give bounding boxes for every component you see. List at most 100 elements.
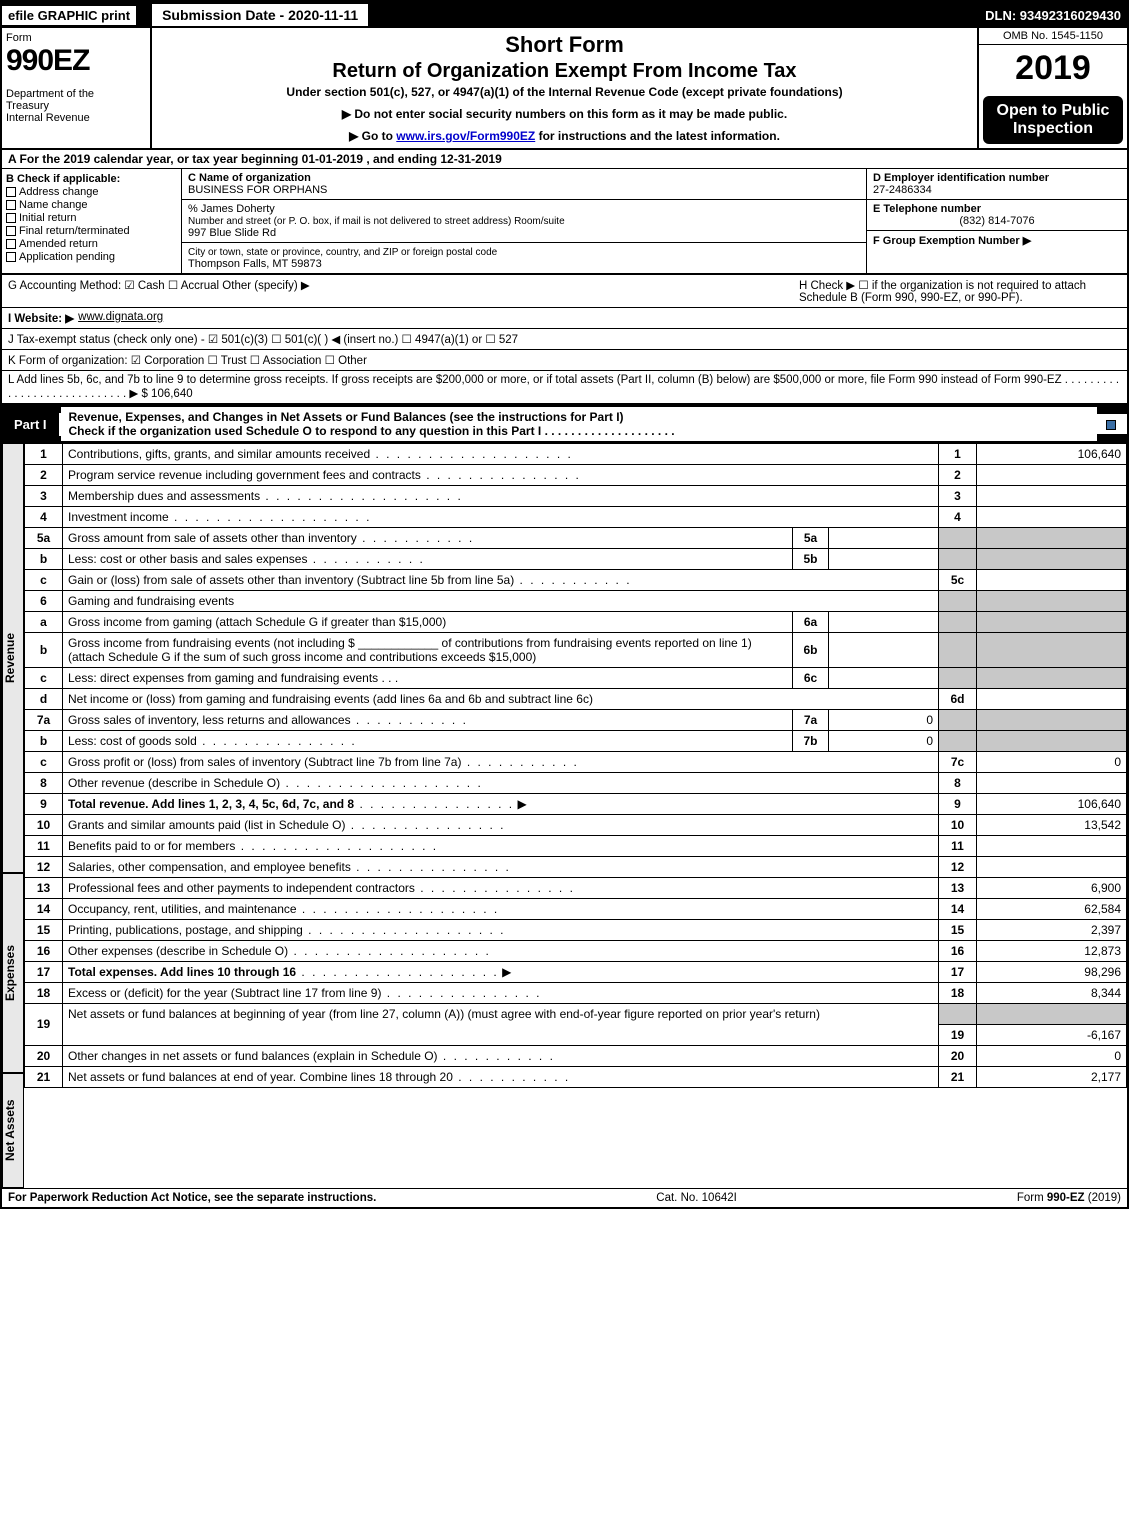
line-14: 14 Occupancy, rent, utilities, and maint…: [25, 899, 1127, 920]
part1-table: 1 Contributions, gifts, grants, and simi…: [24, 443, 1127, 1088]
amt-17: 98,296: [977, 962, 1127, 983]
row-g-h: G Accounting Method: ☑ Cash ☐ Accrual Ot…: [2, 275, 1127, 308]
b-label: B Check if applicable:: [6, 173, 120, 185]
line-19: 19 Net assets or fund balances at beginn…: [25, 1004, 1127, 1025]
goto-post: for instructions and the latest informat…: [535, 129, 780, 143]
line-5a: 5a Gross amount from sale of assets othe…: [25, 528, 1127, 549]
subamt-7a: 0: [829, 710, 939, 731]
org-name: BUSINESS FOR ORPHANS: [188, 184, 327, 196]
street-address: 997 Blue Slide Rd: [188, 227, 276, 239]
topbar: efile GRAPHIC print Submission Date - 20…: [2, 2, 1127, 28]
h-schedule-b: H Check ▶ ☐ if the organization is not r…: [791, 278, 1121, 304]
line-3: 3 Membership dues and assessments 3: [25, 486, 1127, 507]
dept-line1: Department of the: [6, 88, 146, 100]
part1-title: Revenue, Expenses, and Changes in Net As…: [61, 407, 1097, 441]
directive-goto: ▶ Go to www.irs.gov/Form990EZ for instru…: [156, 129, 973, 143]
line-13: 13 Professional fees and other payments …: [25, 878, 1127, 899]
i-label: I Website: ▶: [8, 311, 74, 325]
d-ein-row: D Employer identification number 27-2486…: [867, 169, 1127, 200]
amt-19: -6,167: [977, 1024, 1127, 1045]
amt-10: 13,542: [977, 815, 1127, 836]
k-form-org: K Form of organization: ☑ Corporation ☐ …: [8, 353, 367, 367]
row-i: I Website: ▶ www.dignata.org: [2, 308, 1127, 329]
form-number: 990EZ: [6, 44, 146, 78]
d-label: D Employer identification number: [873, 172, 1049, 184]
line-8: 8 Other revenue (describe in Schedule O)…: [25, 773, 1127, 794]
chk-name-change[interactable]: Name change: [6, 199, 177, 211]
chk-final-return[interactable]: Final return/terminated: [6, 225, 177, 237]
amt-15: 2,397: [977, 920, 1127, 941]
row-l: L Add lines 5b, 6c, and 7b to line 9 to …: [2, 371, 1127, 405]
amt-16: 12,873: [977, 941, 1127, 962]
amt-4: [977, 507, 1127, 528]
amt-14: 62,584: [977, 899, 1127, 920]
title-center: Short Form Return of Organization Exempt…: [152, 28, 977, 148]
directive-ssn: ▶ Do not enter social security numbers o…: [156, 107, 973, 121]
footer-center: Cat. No. 10642I: [656, 1192, 737, 1204]
goto-pre: ▶ Go to: [349, 129, 396, 143]
tax-year: 2019: [979, 45, 1127, 92]
line-11: 11 Benefits paid to or for members 11: [25, 836, 1127, 857]
amt-11: [977, 836, 1127, 857]
phone-value: (832) 814-7076: [873, 215, 1121, 227]
amt-7c: 0: [977, 752, 1127, 773]
footer: For Paperwork Reduction Act Notice, see …: [2, 1188, 1127, 1207]
subamt-6b: [829, 633, 939, 668]
footer-left: For Paperwork Reduction Act Notice, see …: [8, 1192, 376, 1204]
line-6c: c Less: direct expenses from gaming and …: [25, 668, 1127, 689]
amt-6d: [977, 689, 1127, 710]
line-4: 4 Investment income 4: [25, 507, 1127, 528]
col-c: C Name of organization BUSINESS FOR ORPH…: [182, 169, 867, 273]
omb-number: OMB No. 1545-1150: [979, 28, 1127, 45]
careof: % James Doherty: [188, 203, 275, 215]
table-col: 1 Contributions, gifts, grants, and simi…: [24, 443, 1127, 1188]
chk-initial-return[interactable]: Initial return: [6, 212, 177, 224]
efile-label: efile GRAPHIC print: [2, 6, 136, 25]
title-left: Form 990EZ Department of the Treasury In…: [2, 28, 152, 148]
subamt-6a: [829, 612, 939, 633]
line-a-period: A For the 2019 calendar year, or tax yea…: [2, 150, 1127, 169]
line-5b: b Less: cost or other basis and sales ex…: [25, 549, 1127, 570]
side-labels: Revenue Expenses Net Assets: [2, 443, 24, 1188]
form-990ez-page: efile GRAPHIC print Submission Date - 20…: [0, 0, 1129, 1209]
part1-label: Part I: [2, 413, 61, 436]
row-k: K Form of organization: ☑ Corporation ☐ …: [2, 350, 1127, 371]
amt-13: 6,900: [977, 878, 1127, 899]
amt-9: 106,640: [977, 794, 1127, 815]
line-6: 6 Gaming and fundraising events: [25, 591, 1127, 612]
col-b: B Check if applicable: Address change Na…: [2, 169, 182, 273]
line-10: 10 Grants and similar amounts paid (list…: [25, 815, 1127, 836]
amt-5c: [977, 570, 1127, 591]
line-21: 21 Net assets or fund balances at end of…: [25, 1066, 1127, 1087]
amt-3: [977, 486, 1127, 507]
line-20: 20 Other changes in net assets or fund b…: [25, 1045, 1127, 1066]
side-revenue: Revenue: [2, 443, 24, 873]
line-15: 15 Printing, publications, postage, and …: [25, 920, 1127, 941]
f-label: F Group Exemption Number ▶: [873, 235, 1031, 247]
part1-check-icon: [1097, 414, 1127, 434]
line-6a: a Gross income from gaming (attach Sched…: [25, 612, 1127, 633]
dln-label: DLN: 93492316029430: [985, 8, 1127, 23]
line-19b: 19 -6,167: [25, 1024, 1127, 1045]
dept-line2: Treasury: [6, 100, 146, 112]
website-value[interactable]: www.dignata.org: [78, 311, 163, 325]
short-form-title: Short Form: [156, 32, 973, 58]
dept-info: Department of the Treasury Internal Reve…: [6, 88, 146, 124]
dept-line3: Internal Revenue: [6, 112, 146, 124]
col-d-e-f: D Employer identification number 27-2486…: [867, 169, 1127, 273]
line-7c: c Gross profit or (loss) from sales of i…: [25, 752, 1127, 773]
open-public-inspection: Open to Public Inspection: [983, 96, 1123, 144]
chk-address-change[interactable]: Address change: [6, 186, 177, 198]
line-7b: b Less: cost of goods sold 7b 0: [25, 731, 1127, 752]
header-info: B Check if applicable: Address change Na…: [2, 169, 1127, 275]
chk-amended-return[interactable]: Amended return: [6, 238, 177, 250]
amt-18: 8,344: [977, 983, 1127, 1004]
line-6b: b Gross income from fundraising events (…: [25, 633, 1127, 668]
c-name-row: C Name of organization BUSINESS FOR ORPH…: [182, 169, 866, 200]
chk-application-pending[interactable]: Application pending: [6, 251, 177, 263]
subamt-5b: [829, 549, 939, 570]
line-17: 17 Total expenses. Add lines 10 through …: [25, 962, 1127, 983]
ein-value: 27-2486334: [873, 184, 932, 196]
irs-link[interactable]: www.irs.gov/Form990EZ: [396, 129, 535, 143]
e-label: E Telephone number: [873, 203, 981, 215]
